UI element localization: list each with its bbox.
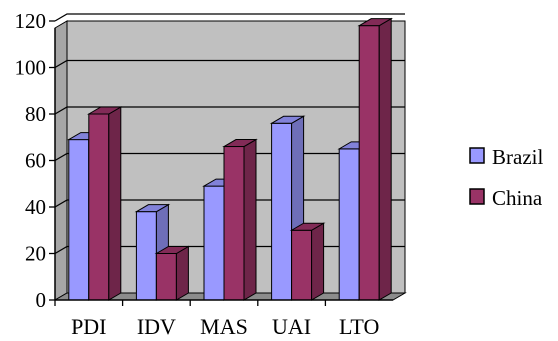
x-tick-label: MAS	[200, 314, 248, 339]
x-tick-label: PDI	[71, 314, 106, 339]
bar	[155, 253, 177, 301]
bars	[66, 17, 394, 301]
y-tick-label: 80	[25, 102, 46, 126]
y-tick-label: 0	[36, 288, 47, 312]
y-tick-label: 100	[15, 56, 47, 80]
y-tick-label: 60	[25, 149, 46, 173]
x-tick-label: IDV	[137, 314, 176, 339]
gridline	[54, 106, 405, 115]
bar-side	[108, 106, 122, 301]
bar	[88, 113, 110, 301]
bar	[68, 139, 90, 301]
x-tick-label: LTO	[339, 314, 379, 339]
legend-label: Brazil	[492, 145, 543, 169]
bar-side	[311, 222, 325, 301]
bar-top	[222, 139, 258, 148]
bar	[135, 211, 157, 301]
gridline	[54, 59, 405, 69]
bar-top	[269, 115, 306, 124]
gridline	[54, 13, 405, 22]
legend-swatch	[469, 147, 485, 164]
bar	[358, 25, 380, 301]
bar-top	[289, 222, 326, 231]
x-axis-labels: PDI IDV MAS UAI LTO	[54, 300, 379, 339]
bar	[203, 185, 225, 301]
y-tick-label: 120	[15, 9, 47, 33]
bar-top	[86, 106, 123, 115]
bar	[338, 148, 360, 301]
bar-top	[154, 246, 191, 254]
bar-side	[243, 138, 257, 301]
y-tick-label: 40	[25, 195, 46, 219]
legend-label: China	[492, 186, 543, 210]
legend-swatch	[469, 188, 485, 205]
bar-top	[357, 18, 394, 27]
axes	[54, 28, 393, 301]
y-tick-label: 20	[25, 242, 46, 266]
bar-side	[175, 245, 189, 301]
bar-top	[134, 204, 171, 213]
y-axis-ticks: 0 20 40 60 80 100 120	[15, 9, 55, 312]
side-wall	[54, 20, 68, 301]
bar	[291, 229, 313, 301]
legend: Brazil China	[469, 145, 543, 210]
bar-side	[378, 17, 392, 301]
bar	[223, 146, 245, 301]
x-tick-label: UAI	[272, 314, 311, 339]
bar	[271, 122, 293, 301]
